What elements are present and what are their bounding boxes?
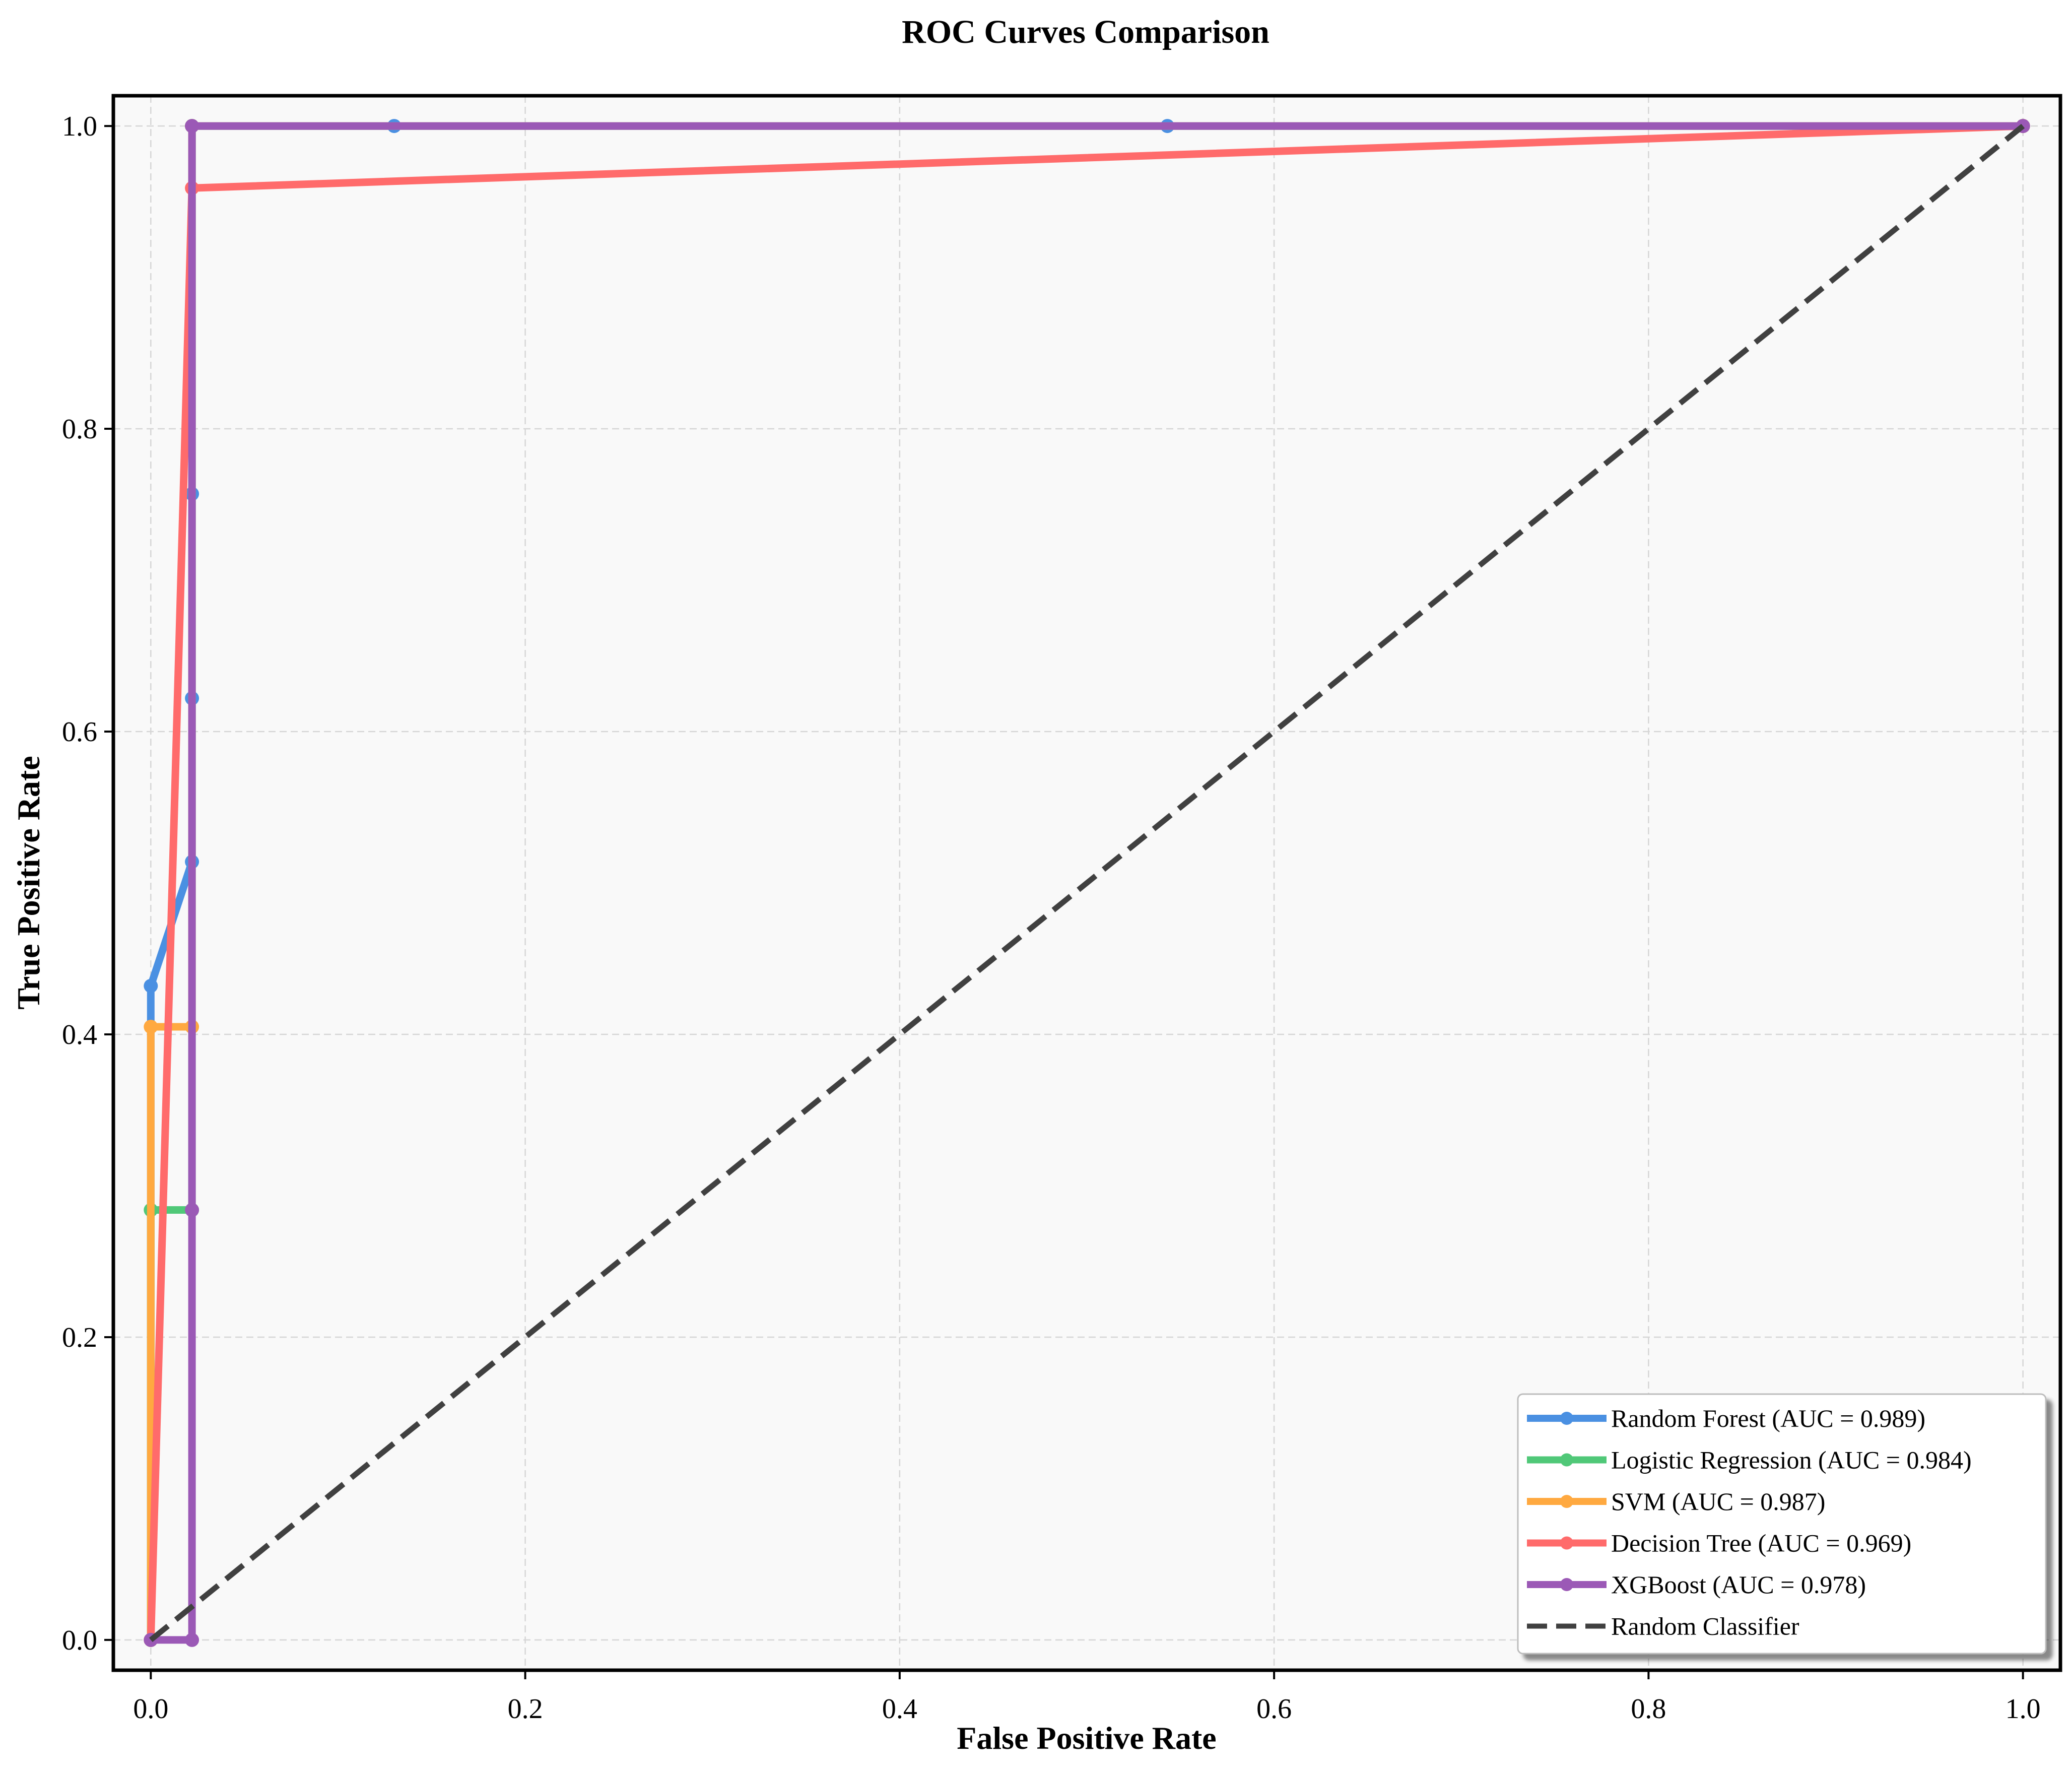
legend-marker: [1560, 1412, 1573, 1425]
legend-label-random-forest: Random Forest (AUC = 0.989): [1611, 1404, 1925, 1432]
y-tick-label: 1.0: [62, 111, 97, 142]
legend-label-random-classifier: Random Classifier: [1611, 1612, 1799, 1640]
x-tick-label: 1.0: [2006, 1693, 2041, 1725]
x-tick-label: 0.0: [133, 1693, 168, 1725]
data-point-xgboost: [185, 1203, 199, 1217]
x-tick-label: 0.4: [882, 1693, 917, 1725]
x-axis-label: False Positive Rate: [957, 1720, 1216, 1756]
y-tick-label: 0.4: [62, 1019, 97, 1050]
data-point-svm: [144, 1019, 158, 1034]
data-point-xgboost: [185, 119, 199, 134]
legend-label-logistic-regression: Logistic Regression (AUC = 0.984): [1611, 1446, 1972, 1474]
legend-box: [1517, 1393, 2047, 1655]
legend-marker: [1560, 1495, 1573, 1508]
legend-marker: [1560, 1453, 1573, 1467]
data-point-xgboost: [185, 1632, 199, 1647]
y-axis-label: True Positive Rate: [11, 756, 46, 1010]
plot-frame: [111, 94, 2062, 1672]
y-tick-label: 0.8: [62, 414, 97, 445]
series-line-random-classifier: [149, 123, 2025, 1642]
legend: Random Forest (AUC = 0.989) Logistic Regr…: [1517, 1393, 2047, 1655]
chart-title: ROC Curves Comparison: [902, 14, 1269, 50]
series-layer: [144, 119, 2030, 1647]
legend-marker: [1560, 1536, 1573, 1550]
axis-ticks: 0.0 0.2 0.4 0.6 0.8 1.0 0.0 0.2 0.4 0.6 0.8 1.0: [62, 111, 2041, 1725]
y-tick-label: 0.2: [62, 1322, 97, 1353]
legend-marker: [1560, 1578, 1573, 1591]
x-tick-label: 0.8: [1631, 1693, 1666, 1725]
y-tick-label: 0.0: [62, 1625, 97, 1656]
legend-label-svm: SVM (AUC = 0.987): [1611, 1487, 1825, 1516]
x-tick-label: 0.6: [1256, 1693, 1292, 1725]
legend-label-decision-tree: Decision Tree (AUC = 0.969): [1611, 1529, 1911, 1557]
data-point-random-forest: [144, 978, 158, 993]
y-tick-label: 0.6: [62, 716, 97, 748]
x-tick-label: 0.2: [508, 1693, 543, 1725]
legend-label-xgboost: XGBoost (AUC = 0.978): [1611, 1570, 1866, 1599]
